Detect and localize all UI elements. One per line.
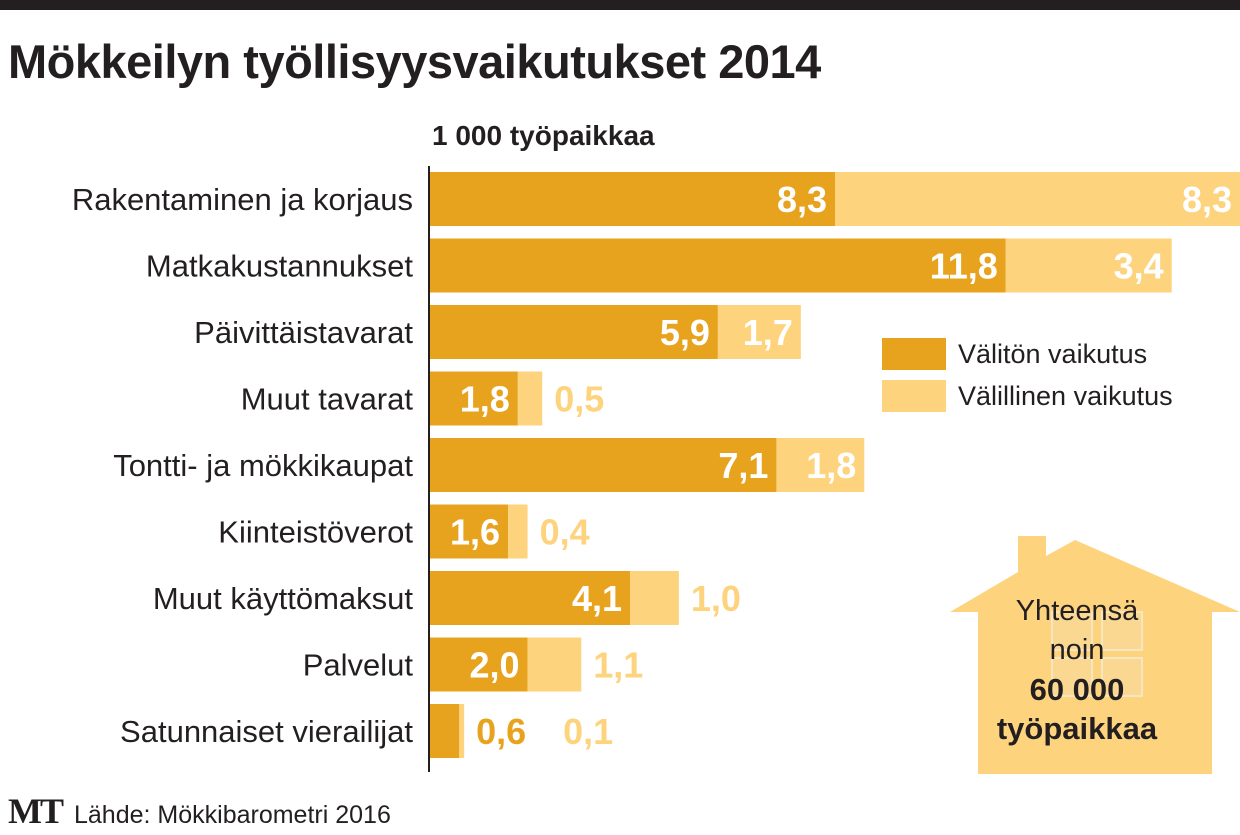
- value-label-indirect: 1,8: [806, 445, 856, 486]
- value-label-indirect: 3,4: [1114, 246, 1164, 287]
- legend-swatch-indirect: [882, 380, 946, 412]
- bar-direct: [430, 238, 1006, 293]
- category-label: Matkakustannukset: [146, 249, 413, 284]
- house-icon: [950, 536, 1240, 774]
- value-label-direct: 5,9: [660, 312, 710, 353]
- bar-direct: [430, 172, 835, 226]
- total-line-3: 60 000: [1029, 672, 1125, 707]
- bar-indirect: [527, 637, 582, 692]
- category-label: Päivittäistavarat: [194, 315, 413, 350]
- total-line-4: työpaikkaa: [996, 711, 1158, 746]
- category-label: Rakentaminen ja korjaus: [72, 182, 413, 217]
- value-label-indirect: 0,5: [554, 379, 604, 420]
- value-label-direct: 1,6: [450, 512, 500, 553]
- bar-indirect: [459, 704, 465, 758]
- mt-logo: MT: [8, 791, 64, 831]
- chart-title: Mökkeilyn työllisyysvaikutukset 2014: [8, 35, 821, 88]
- bar-direct: [430, 571, 631, 625]
- legend-label-indirect: Välillinen vaikutus: [958, 381, 1173, 411]
- value-label-indirect: 8,3: [1182, 179, 1232, 220]
- total-line-2: noin: [1049, 634, 1105, 666]
- bar-direct: [430, 371, 518, 426]
- value-label-direct: 7,1: [718, 445, 768, 486]
- footer: MT Lähde: Mökkibarometri 2016: [8, 790, 391, 832]
- legend-label-direct: Välitön vaikutus: [958, 339, 1148, 369]
- bar-direct: [430, 504, 509, 559]
- legend-swatch-direct: [882, 338, 946, 370]
- value-label-direct: 2,0: [470, 645, 520, 686]
- bar-indirect: [776, 438, 865, 492]
- value-label-direct: 1,8: [460, 379, 510, 420]
- category-label: Muut käyttömaksut: [153, 581, 414, 616]
- source-note: Lähde: Mökkibarometri 2016: [74, 801, 391, 829]
- bar-indirect: [835, 172, 1240, 226]
- category-label: Kiinteistöverot: [218, 515, 413, 550]
- bar-indirect: [630, 571, 679, 625]
- bar-indirect: [517, 371, 543, 426]
- value-label-indirect: 1,0: [691, 578, 741, 619]
- value-label-direct: 11,8: [930, 246, 998, 287]
- bar-direct: [430, 637, 528, 692]
- value-label-indirect: 1,7: [743, 312, 793, 353]
- value-label-indirect: 0,1: [563, 711, 613, 752]
- category-label: Satunnaiset vierailijat: [120, 714, 413, 749]
- value-label-direct: 8,3: [777, 179, 827, 220]
- category-label: Palvelut: [303, 648, 414, 683]
- bar-direct: [430, 305, 718, 359]
- value-label-direct: 4,1: [572, 578, 622, 619]
- total-summary: Yhteensä noin 60 000 työpaikkaa: [952, 592, 1202, 748]
- value-label-direct: 0,6: [476, 711, 526, 752]
- bar-direct: [430, 438, 777, 492]
- top-rule: [0, 0, 1240, 10]
- bar-indirect: [508, 504, 528, 559]
- value-label-indirect: 0,4: [540, 512, 590, 553]
- value-label-indirect: 1,1: [593, 645, 643, 686]
- total-line-1: Yhteensä: [1015, 595, 1139, 627]
- category-label: Tontti- ja mökkikaupat: [113, 448, 413, 483]
- bar-direct: [430, 704, 460, 758]
- category-label: Muut tavarat: [241, 382, 414, 417]
- bar-indirect: [1005, 238, 1172, 293]
- unit-label: 1 000 työpaikkaa: [432, 120, 655, 151]
- bar-indirect: [717, 305, 801, 359]
